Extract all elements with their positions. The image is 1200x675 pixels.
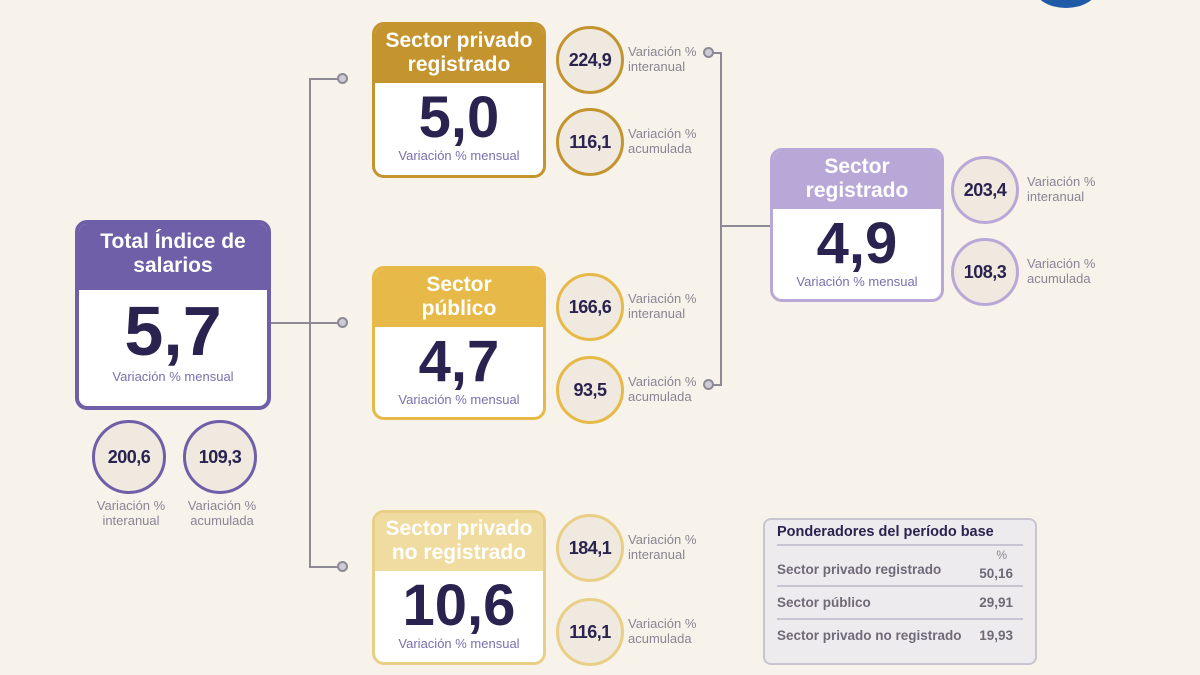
label-line: Variación % <box>628 126 697 141</box>
label-line: Variación % <box>1027 174 1096 189</box>
connector-dot <box>703 47 714 58</box>
label-line: interanual <box>102 513 160 528</box>
sector-registered-card: Sector registrado 4,9 Variación % mensual <box>770 148 944 302</box>
logo-badge <box>1035 0 1097 8</box>
card-subtitle: Variación % mensual <box>796 274 918 289</box>
row-name: Sector privado registrado <box>777 562 942 577</box>
interanual-circle: 166,6 <box>556 273 624 341</box>
row-name: Sector privado no registrado <box>777 628 962 643</box>
acumulada-label: Variación % acumulada <box>628 374 696 404</box>
table-row: Sector público 29,91 <box>777 586 1023 619</box>
connector <box>712 384 722 386</box>
row-value: 50,16 <box>979 566 1013 581</box>
acumulada-circle: 116,1 <box>556 108 624 176</box>
label-line: Variación % <box>628 532 697 547</box>
card-value: 5,0 <box>418 85 500 150</box>
card-title-line: registrado <box>407 53 511 76</box>
row-value: 29,91 <box>979 595 1013 610</box>
connector <box>720 225 770 227</box>
label-line: Variación % <box>96 498 166 513</box>
label-line: acumulada <box>1027 271 1091 286</box>
card-title-line: registrado <box>805 179 909 202</box>
card-value: 10,6 <box>402 573 516 638</box>
interanual-label: Variación % interanual <box>628 532 696 562</box>
interanual-label: Variación % interanual <box>628 291 696 321</box>
connector-dot <box>337 561 348 572</box>
card-title-line: Sector privado <box>385 29 533 52</box>
label-line: interanual <box>628 547 686 562</box>
label-line: acumulada <box>628 141 692 156</box>
card-value: 4,7 <box>418 329 500 394</box>
card-title-line: Sector <box>824 155 890 178</box>
card-title-line: Sector privado <box>385 517 533 540</box>
acumulada-circle: 108,3 <box>951 238 1019 306</box>
sector-private-registered-card: Sector privado registrado 5,0 Variación %… <box>372 22 546 178</box>
interanual-circle: 224,9 <box>556 26 624 94</box>
table-title: Ponderadores del período base <box>777 524 1023 546</box>
interanual-label: Variación % interanual <box>628 44 696 74</box>
label-line: interanual <box>628 59 686 74</box>
acumulada-circle: 116,1 <box>556 598 624 666</box>
acumulada-label: Variación % acumulada <box>628 126 696 156</box>
card-subtitle: Variación % mensual <box>398 392 520 407</box>
card-subtitle: Variación % mensual <box>398 148 520 163</box>
total-interanual-label: Variación % interanual <box>92 498 170 528</box>
card-subtitle: Variación % mensual <box>398 636 520 651</box>
label-line: interanual <box>628 306 686 321</box>
total-acumulada-circle: 109,3 <box>183 420 257 494</box>
unit-label: % <box>996 548 1007 562</box>
card-title-line: no registrado <box>391 541 527 564</box>
table-row: Sector privado registrado 50,16 <box>777 562 1023 586</box>
label-line: acumulada <box>190 513 254 528</box>
card-title: Total Índice de salarios <box>79 224 267 290</box>
connector <box>720 52 722 386</box>
total-interanual-circle: 200,6 <box>92 420 166 494</box>
label-line: Variación % <box>187 498 257 513</box>
label-line: interanual <box>1027 189 1085 204</box>
connector <box>310 78 343 80</box>
connector <box>712 52 722 54</box>
connector <box>271 322 343 324</box>
connector <box>310 566 343 568</box>
row-value: 19,93 <box>979 628 1013 643</box>
total-acumulada-label: Variación % acumulada <box>182 498 262 528</box>
label-line: acumulada <box>628 389 692 404</box>
card-value: 4,9 <box>816 211 898 276</box>
row-name: Sector público <box>777 595 871 610</box>
label-line: Variación % <box>628 291 697 306</box>
interanual-label: Variación % interanual <box>1027 174 1095 204</box>
interanual-circle: 184,1 <box>556 514 624 582</box>
table-row: Sector privado no registrado 19,93 <box>777 619 1023 651</box>
label-line: Variación % <box>628 374 697 389</box>
label-line: Variación % <box>1027 256 1096 271</box>
label-line: Variación % <box>628 616 697 631</box>
connector-dot <box>337 317 348 328</box>
card-value: 5,7 <box>124 292 222 370</box>
acumulada-circle: 93,5 <box>556 356 624 424</box>
acumulada-label: Variación % acumulada <box>1027 256 1095 286</box>
sector-private-unregistered-card: Sector privado no registrado 10,6 Variaci… <box>372 510 546 665</box>
card-title-line: público <box>421 297 497 320</box>
label-line: Variación % <box>628 44 697 59</box>
acumulada-label: Variación % acumulada <box>628 616 696 646</box>
total-index-card: Total Índice de salarios 5,7 Variación %… <box>75 220 271 410</box>
connector <box>309 78 311 568</box>
sector-public-card: Sector público 4,7 Variación % mensual <box>372 266 546 420</box>
weights-table: Ponderadores del período base % Sector p… <box>763 518 1037 665</box>
connector-dot <box>703 379 714 390</box>
card-title-line: Sector <box>426 273 492 296</box>
label-line: acumulada <box>628 631 692 646</box>
connector-dot <box>337 73 348 84</box>
card-subtitle: Variación % mensual <box>112 369 234 384</box>
interanual-circle: 203,4 <box>951 156 1019 224</box>
